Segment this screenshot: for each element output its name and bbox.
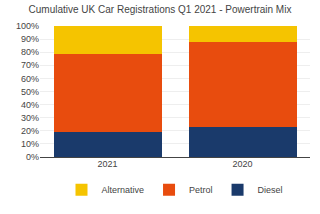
svg-text:60%: 60% xyxy=(21,74,39,84)
svg-text:80%: 80% xyxy=(21,47,39,57)
svg-text:30%: 30% xyxy=(21,113,39,123)
svg-text:70%: 70% xyxy=(21,60,39,70)
svg-text:0%: 0% xyxy=(26,152,39,162)
svg-text:Diesel: Diesel xyxy=(258,185,283,195)
svg-text:Petrol: Petrol xyxy=(189,185,213,195)
svg-text:Alternative: Alternative xyxy=(102,185,145,195)
svg-text:2021: 2021 xyxy=(97,159,117,169)
svg-text:20%: 20% xyxy=(21,126,39,136)
svg-text:2020: 2020 xyxy=(232,159,252,169)
svg-text:50%: 50% xyxy=(21,87,39,97)
svg-text:40%: 40% xyxy=(21,100,39,110)
svg-text:10%: 10% xyxy=(21,139,39,149)
svg-text:90%: 90% xyxy=(21,34,39,44)
svg-text:Cumulative UK Car Registration: Cumulative UK Car Registrations Q1 2021 … xyxy=(29,4,292,15)
svg-text:100%: 100% xyxy=(16,21,39,31)
